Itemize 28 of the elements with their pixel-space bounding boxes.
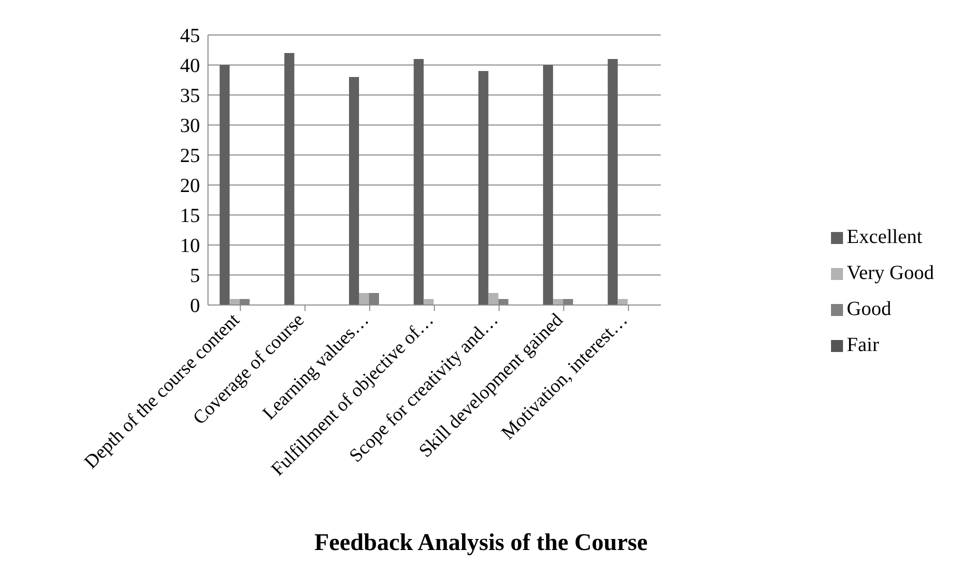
bar [553, 299, 564, 305]
y-tick-label: 10 [180, 235, 200, 258]
bar [349, 77, 360, 305]
y-tick-label: 40 [180, 55, 200, 78]
y-tick-label: 45 [180, 25, 200, 48]
bar [618, 299, 628, 305]
y-tick-label: 0 [190, 295, 200, 318]
bar [543, 65, 554, 305]
bar [414, 59, 424, 305]
bar [230, 299, 240, 305]
legend-label: Excellent [846, 226, 922, 248]
legend-label: Good [846, 298, 892, 320]
bar [488, 293, 498, 305]
bar [608, 59, 618, 305]
bar [478, 71, 488, 305]
bar [284, 53, 294, 305]
y-tick-label: 25 [180, 145, 200, 168]
legend-label: Fair [846, 334, 879, 356]
bar [220, 65, 230, 305]
bar [359, 293, 370, 305]
y-tick-label: 35 [180, 85, 200, 108]
legend-label: Very Good [846, 262, 934, 284]
y-tick-label: 20 [180, 175, 200, 198]
y-tick-label: 5 [190, 265, 200, 288]
bar [424, 299, 434, 305]
y-tick-label: 15 [180, 205, 200, 228]
text: Feedback Analysis of the Course [313, 530, 649, 557]
y-tick-label: 30 [180, 115, 200, 138]
